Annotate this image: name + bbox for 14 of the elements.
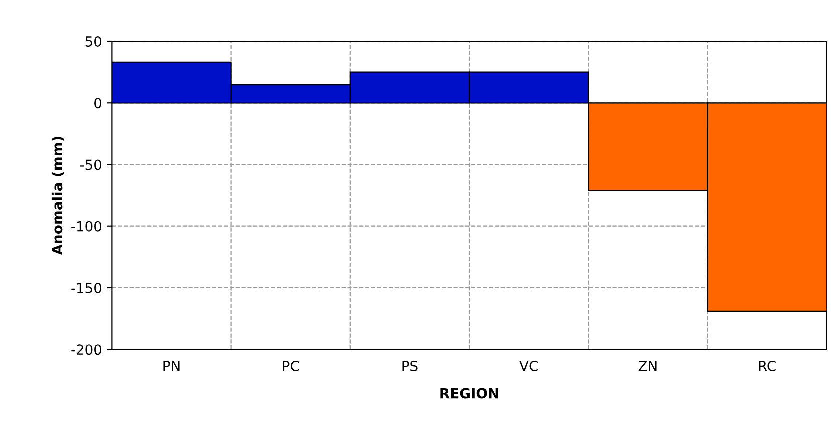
x-axis-title: REGION — [440, 388, 498, 399]
x-tick-label: PS — [402, 360, 418, 372]
y-tick-label: -150 — [72, 282, 102, 294]
x-tick-label: VC — [520, 360, 538, 372]
y-axis-title: Anomalia (mm) — [52, 137, 64, 256]
y-tick-label: 0 — [94, 98, 102, 109]
y-tick-label: -100 — [72, 221, 102, 232]
x-tick-label: PC — [283, 360, 300, 372]
x-tick-label: RC — [759, 360, 776, 372]
y-tick-label: -200 — [72, 344, 102, 356]
y-tick-label: -50 — [80, 160, 102, 170]
y-tick-label: 50 — [86, 36, 102, 47]
x-tick-label: PN — [164, 361, 180, 372]
x-tick-label: ZN — [638, 361, 657, 372]
